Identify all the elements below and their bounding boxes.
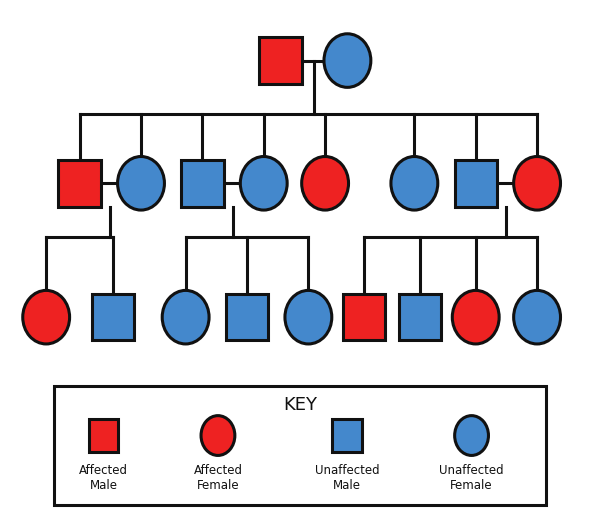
Ellipse shape xyxy=(302,156,349,210)
Ellipse shape xyxy=(514,291,560,344)
Ellipse shape xyxy=(241,156,287,210)
FancyBboxPatch shape xyxy=(89,419,118,452)
FancyBboxPatch shape xyxy=(259,37,302,84)
Ellipse shape xyxy=(452,291,499,344)
Ellipse shape xyxy=(514,156,560,210)
FancyBboxPatch shape xyxy=(226,294,268,340)
FancyBboxPatch shape xyxy=(455,160,497,207)
FancyBboxPatch shape xyxy=(399,294,441,340)
Text: Affected
Female: Affected Female xyxy=(193,464,242,493)
Ellipse shape xyxy=(391,156,438,210)
FancyBboxPatch shape xyxy=(92,294,134,340)
Ellipse shape xyxy=(201,415,235,455)
Text: KEY: KEY xyxy=(283,396,317,414)
FancyBboxPatch shape xyxy=(58,160,101,207)
FancyBboxPatch shape xyxy=(181,160,224,207)
Text: Unaffected
Male: Unaffected Male xyxy=(315,464,380,493)
Text: Unaffected
Female: Unaffected Female xyxy=(439,464,504,493)
Ellipse shape xyxy=(455,415,488,455)
Text: Affected
Male: Affected Male xyxy=(79,464,128,493)
FancyBboxPatch shape xyxy=(332,419,362,452)
Ellipse shape xyxy=(285,291,332,344)
Ellipse shape xyxy=(162,291,209,344)
Ellipse shape xyxy=(324,34,371,88)
Ellipse shape xyxy=(118,156,164,210)
FancyBboxPatch shape xyxy=(343,294,385,340)
Ellipse shape xyxy=(23,291,70,344)
